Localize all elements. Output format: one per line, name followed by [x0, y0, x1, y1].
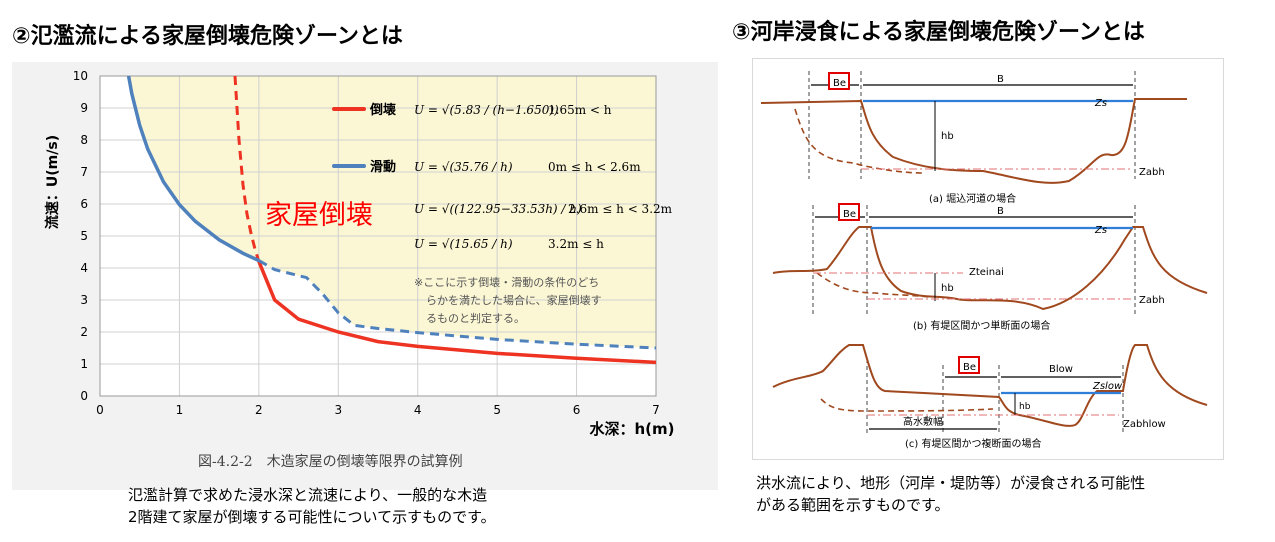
x-tick-label: 2 [255, 403, 263, 417]
erosion-line [794, 108, 924, 174]
zs-label: Zs [1094, 98, 1107, 109]
zabhlow-label: Zabhlow [1123, 419, 1166, 430]
cross-section-diagrams: Be B Zs hb Zabh (a) 堀込河道の場合 Be B Zs [760, 71, 1208, 450]
legend-collapse-label: 倒壊 [369, 102, 397, 118]
collapse-zone-fill [128, 76, 656, 348]
formula-collapse-condition: 1.65m < h [548, 103, 612, 117]
series-slide [126, 75, 260, 263]
x-tick-label: 6 [573, 403, 581, 417]
erosion-line [820, 398, 994, 412]
b-label: B [997, 74, 1004, 85]
y-tick-labels: 0 1 2 3 4 5 6 7 8 9 10 [73, 69, 88, 403]
formula-slide-1: U = √(35.76 / h) [414, 160, 513, 174]
left-description-line-1: 氾濫計算で求めた浸水深と流速により、一般的な木造 [128, 486, 488, 504]
y-tick-label: 10 [73, 69, 88, 83]
formula-slide-3-condition: 3.2m ≤ h [548, 237, 604, 251]
right-description: 洪水流により、地形（河岸・堤防等）が浸食される可能性 がある範囲を示すものです。 [756, 472, 1145, 516]
x-tick-label: 7 [652, 403, 660, 417]
collapse-zone-label: 家屋倒壊 [265, 200, 373, 231]
grid [99, 75, 657, 397]
be-label: Be [843, 209, 856, 220]
right-description-line-1: 洪水流により、地形（河岸・堤防等）が浸食される可能性 [756, 474, 1146, 492]
caption-c: (c) 有堤区間かつ複断面の場合 [905, 437, 1041, 450]
high-water-bed-label: 高水敷幅 [903, 415, 943, 428]
x-tick-labels: 0 1 2 3 4 5 6 7 [96, 403, 660, 417]
be-highlight-box [958, 356, 980, 374]
note-line-1: ※ここに示す倒壊・滑動の条件のどち [414, 275, 599, 289]
left-description: 氾濫計算で求めた浸水深と流速により、一般的な木造 2階建て家屋が倒壊する可能性に… [128, 484, 496, 528]
zs-label: Zs [1094, 225, 1107, 236]
erosion-diagram-panel: Be B Zs hb Zabh (a) 堀込河道の場合 Be B Zs [752, 58, 1224, 460]
x-tick-label: 1 [176, 403, 184, 417]
zabh-label: Zabh [1139, 167, 1165, 178]
diagram-c: Be Blow Zslow hb Zabhlow 高水敷幅 (c) 有堤区間かつ… [772, 344, 1208, 450]
caption-b: (b) 有堤区間かつ単断面の場合 [913, 319, 1050, 332]
be-label: Be [963, 362, 976, 373]
y-tick-label: 4 [80, 261, 88, 275]
figure-caption: 図-4.2-2 木造家屋の倒壊等限界の試算例 [198, 453, 463, 470]
y-tick-label: 8 [80, 133, 88, 147]
be-highlight-box [838, 203, 860, 221]
formula-slide-2: U = √((122.95−33.53h) / h) [414, 202, 582, 216]
x-tick-label: 0 [96, 403, 104, 417]
y-axis-label: 流速：U(m/s) [44, 135, 61, 229]
blow-label: Blow [1049, 364, 1073, 375]
hb-label: hb [1019, 402, 1031, 412]
formula-slide-3: U = √(15.65 / h) [414, 237, 513, 251]
hb-label: hb [941, 131, 954, 142]
y-tick-label: 9 [80, 101, 88, 115]
channel-profile [772, 344, 1208, 427]
zslow-label: Zslow [1092, 381, 1123, 392]
be-highlight-box [828, 72, 850, 90]
right-section-title: ③河岸浸食による家屋倒壊危険ゾーンとは [732, 20, 1145, 45]
formula-collapse: U = √(5.83 / (h−1.650)) [414, 103, 559, 117]
legend-slide-label: 滑動 [370, 159, 396, 175]
formula-slide-2-condition: 2.6m ≤ h < 3.2m [568, 202, 673, 216]
y-tick-label: 3 [80, 293, 88, 307]
series-collapse [257, 260, 657, 365]
left-section-title: ②氾濫流による家屋倒壊危険ゾーンとは [12, 24, 403, 49]
b-label: B [997, 206, 1004, 217]
erosion-line [816, 272, 930, 298]
y-tick-label: 6 [80, 197, 88, 211]
diagram-b: Be B Zs Zteinai hb Zabh (b) 有堤区間かつ単断面の場合 [772, 203, 1208, 332]
x-tick-label: 3 [334, 403, 342, 417]
note-line-2: らかを満たした場合に、家屋倒壊す [426, 293, 602, 307]
plot-border [99, 75, 657, 397]
zabh-label: Zabh [1139, 295, 1165, 306]
left-description-line-2: 2階建て家屋が倒壊する可能性について示すものです。 [128, 508, 496, 526]
hb-label: hb [941, 283, 954, 294]
x-tick-label: 4 [414, 403, 422, 417]
y-tick-label: 7 [80, 165, 88, 179]
channel-profile [760, 98, 1187, 184]
note-line-3: るものと判定する。 [426, 311, 525, 325]
series-lines [126, 75, 657, 365]
y-tick-label: 2 [80, 325, 88, 339]
x-tick-label: 5 [493, 403, 501, 417]
diagram-a: Be B Zs hb Zabh (a) 堀込河道の場合 [760, 71, 1187, 205]
zteinai-label: Zteinai [969, 267, 1004, 278]
series-collapse-dashed [233, 75, 261, 263]
caption-a: (a) 堀込河道の場合 [929, 192, 1016, 205]
x-axis-label: 水深：h(m) [589, 420, 674, 438]
formula-slide-1-condition: 0m ≤ h < 2.6m [548, 160, 641, 174]
channel-profile [772, 226, 1208, 311]
right-description-line-2: がある範囲を示すものです。 [756, 496, 950, 514]
y-tick-label: 0 [80, 389, 88, 403]
be-label: Be [833, 78, 846, 89]
y-tick-label: 1 [80, 357, 88, 371]
y-tick-label: 5 [80, 229, 88, 243]
series-slide-dashed [258, 259, 657, 350]
